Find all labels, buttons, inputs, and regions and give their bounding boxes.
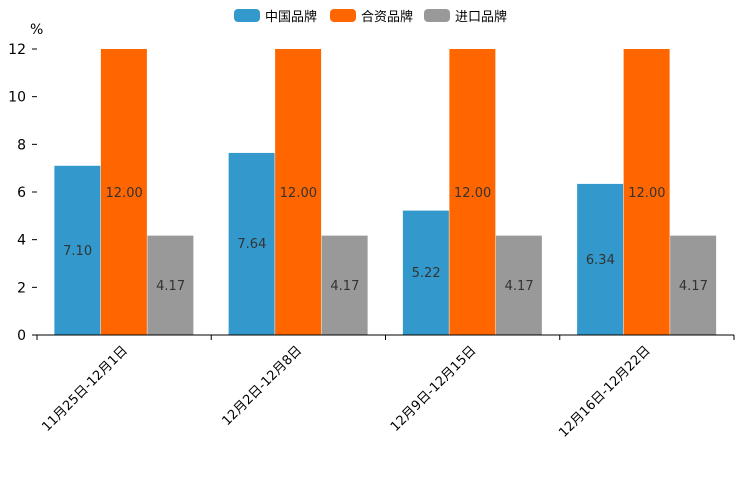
x-category-label: 12月16日-12月22日 — [556, 343, 653, 440]
bar-1-1 — [54, 165, 101, 335]
x-category-label: 12月2日-12月8日 — [219, 343, 305, 429]
legend: 中国品牌 合资品牌 进口品牌 — [234, 9, 507, 25]
bar-2-3 — [449, 49, 496, 335]
bar-2-2 — [275, 49, 322, 335]
legend-swatch — [234, 9, 260, 22]
bar-3-4 — [670, 235, 717, 335]
y-tick-label: 0 — [17, 328, 26, 344]
bar-3-3 — [495, 235, 542, 335]
x-category-label: 11月25日-12月1日 — [39, 343, 131, 435]
y-tick-label: 8 — [17, 137, 26, 153]
bar-3-1 — [147, 235, 194, 335]
y-tick-label: 2 — [17, 280, 26, 296]
legend-swatch — [330, 9, 356, 22]
legend-label: 合资品牌 — [361, 9, 413, 25]
bar-1-4 — [577, 183, 624, 335]
data-label: 12.00 — [280, 186, 317, 201]
bar-2-4 — [623, 49, 670, 335]
y-axis-unit-label: % — [30, 22, 43, 38]
y-tick-label: 6 — [17, 185, 26, 201]
data-label: 12.00 — [106, 186, 143, 201]
bar-2-1 — [100, 49, 147, 335]
data-label: 4.17 — [330, 279, 359, 294]
legend-label: 进口品牌 — [455, 9, 507, 25]
bar-1-2 — [228, 152, 275, 335]
data-label: 7.64 — [237, 237, 266, 252]
data-label: 4.17 — [505, 279, 534, 294]
data-label: 4.17 — [156, 279, 185, 294]
data-label: 12.00 — [628, 186, 665, 201]
data-label: 5.22 — [412, 266, 441, 281]
data-label: 12.00 — [454, 186, 491, 201]
data-label: 4.17 — [679, 279, 708, 294]
data-label: 6.34 — [586, 253, 615, 268]
legend-label: 中国品牌 — [265, 9, 317, 25]
y-axis-ticks: 0 2 4 6 8 10 12 — [8, 42, 37, 344]
data-label: 7.10 — [63, 244, 92, 259]
y-tick-label: 12 — [8, 42, 26, 58]
legend-swatch — [424, 9, 450, 22]
x-axis: 11月25日-12月1日 12月2日-12月8日 12月9日-12月15日 12月16… — [36, 334, 735, 441]
bar-3-2 — [321, 235, 368, 335]
bar-1-3 — [402, 210, 449, 335]
x-category-label: 12月9日-12月15日 — [388, 343, 480, 435]
y-tick-label: 10 — [8, 90, 26, 106]
y-tick-label: 4 — [17, 233, 26, 249]
bars: 7.10 12.00 4.17 7.64 12.00 4.17 5.22 12.00 4.17 6… — [54, 49, 717, 335]
